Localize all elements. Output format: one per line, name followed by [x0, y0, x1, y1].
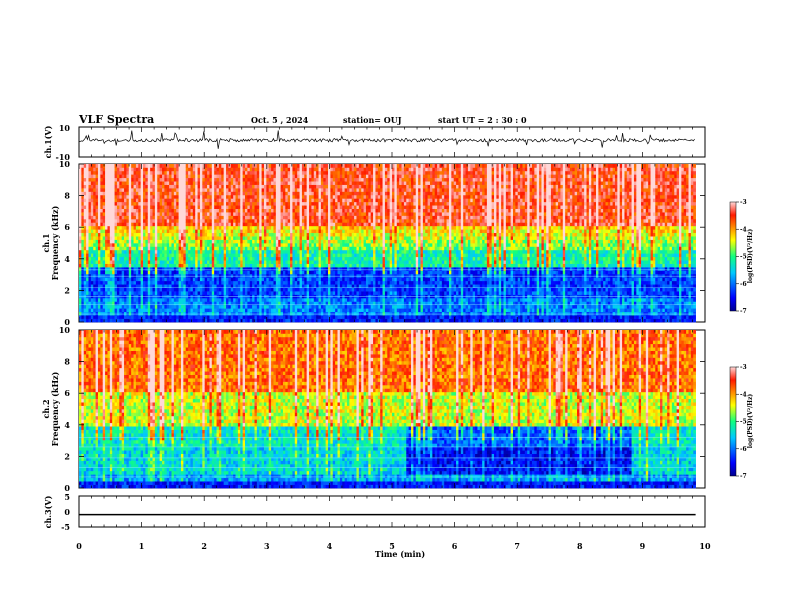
ytick-label: 10	[59, 325, 71, 335]
colorbar-tick-label: -5	[740, 419, 747, 426]
time-tick-label: 0	[76, 541, 82, 551]
ytick-label: 4	[64, 254, 70, 264]
ytick-label: 2	[64, 451, 70, 461]
time-tick-label: 10	[699, 541, 711, 551]
ch3-waveform-ylabel: ch.3(V)	[43, 495, 53, 528]
ch2-colorbar: -3 -4 -5 -6 -7 log(PSD)(V²/Hz)	[730, 364, 754, 480]
ytick-label: 8	[64, 357, 70, 367]
time-tick-label: 7	[514, 541, 520, 551]
date-label: Oct. 5 , 2024	[251, 115, 309, 125]
time-tick-label: 2	[201, 541, 207, 551]
time-tick-label: 4	[327, 541, 333, 551]
ytick-label: 4	[64, 420, 70, 430]
ch1-colorbar-label: log(PSD)(V²/Hz)	[747, 229, 754, 284]
ch1-waveform-panel: 10 -10 ch.1(V)	[43, 123, 705, 162]
time-tick-label: 9	[640, 541, 646, 551]
ch1-colorbar: -3 -4 -5 -6 -7 log(PSD)(V²/Hz)	[730, 199, 754, 315]
time-tick-label: 8	[577, 541, 583, 551]
ch3-waveform-panel: 5 0 -5 ch.3(V)	[43, 492, 705, 532]
ch1-ytick-top: 10	[59, 123, 71, 133]
figure-title: VLF Spectra	[78, 113, 154, 126]
ch2-spectrogram-image	[79, 330, 696, 488]
x-axis-label: Time (min)	[375, 549, 425, 559]
colorbar-tick-label: -3	[740, 364, 747, 371]
ch2-colorbar-gradient	[730, 367, 736, 476]
station-label: station= OUJ	[343, 115, 402, 125]
start-ut-label: start UT = 2 : 30 : 0	[438, 115, 527, 125]
ch2-spectrogram-ylabel: Frequency (kHz)	[50, 371, 60, 446]
ytick-label: 8	[64, 191, 70, 201]
ch1-spectrogram-ylabel: Frequency (kHz)	[50, 205, 60, 280]
ch3-ytick-top: 5	[64, 492, 70, 502]
ch3-ytick-mid: 0	[64, 507, 70, 517]
ytick-label: 6	[64, 222, 70, 232]
colorbar-tick-label: -3	[740, 199, 747, 206]
colorbar-tick-label: -6	[740, 446, 747, 453]
colorbar-tick-label: -4	[740, 391, 747, 398]
ch1-waveform-ylabel: ch.1(V)	[43, 125, 53, 158]
time-tick-label: 3	[264, 541, 270, 551]
colorbar-tick-label: -6	[740, 281, 747, 288]
ytick-label: 10	[59, 159, 71, 169]
ch1-spectrogram-image	[79, 164, 696, 322]
colorbar-tick-label: -7	[740, 308, 747, 315]
time-tick-label: 6	[452, 541, 458, 551]
colorbar-tick-label: -5	[740, 254, 747, 261]
ch2-colorbar-label: log(PSD)(V²/Hz)	[747, 394, 754, 449]
time-tick-label: 1	[139, 541, 145, 551]
ytick-label: 6	[64, 388, 70, 398]
colorbar-tick-label: -4	[740, 226, 747, 233]
ch1-colorbar-gradient	[730, 202, 736, 311]
ytick-label: 2	[64, 285, 70, 295]
ch3-ytick-bottom: -5	[61, 522, 70, 532]
colorbar-tick-label: -7	[740, 473, 747, 480]
